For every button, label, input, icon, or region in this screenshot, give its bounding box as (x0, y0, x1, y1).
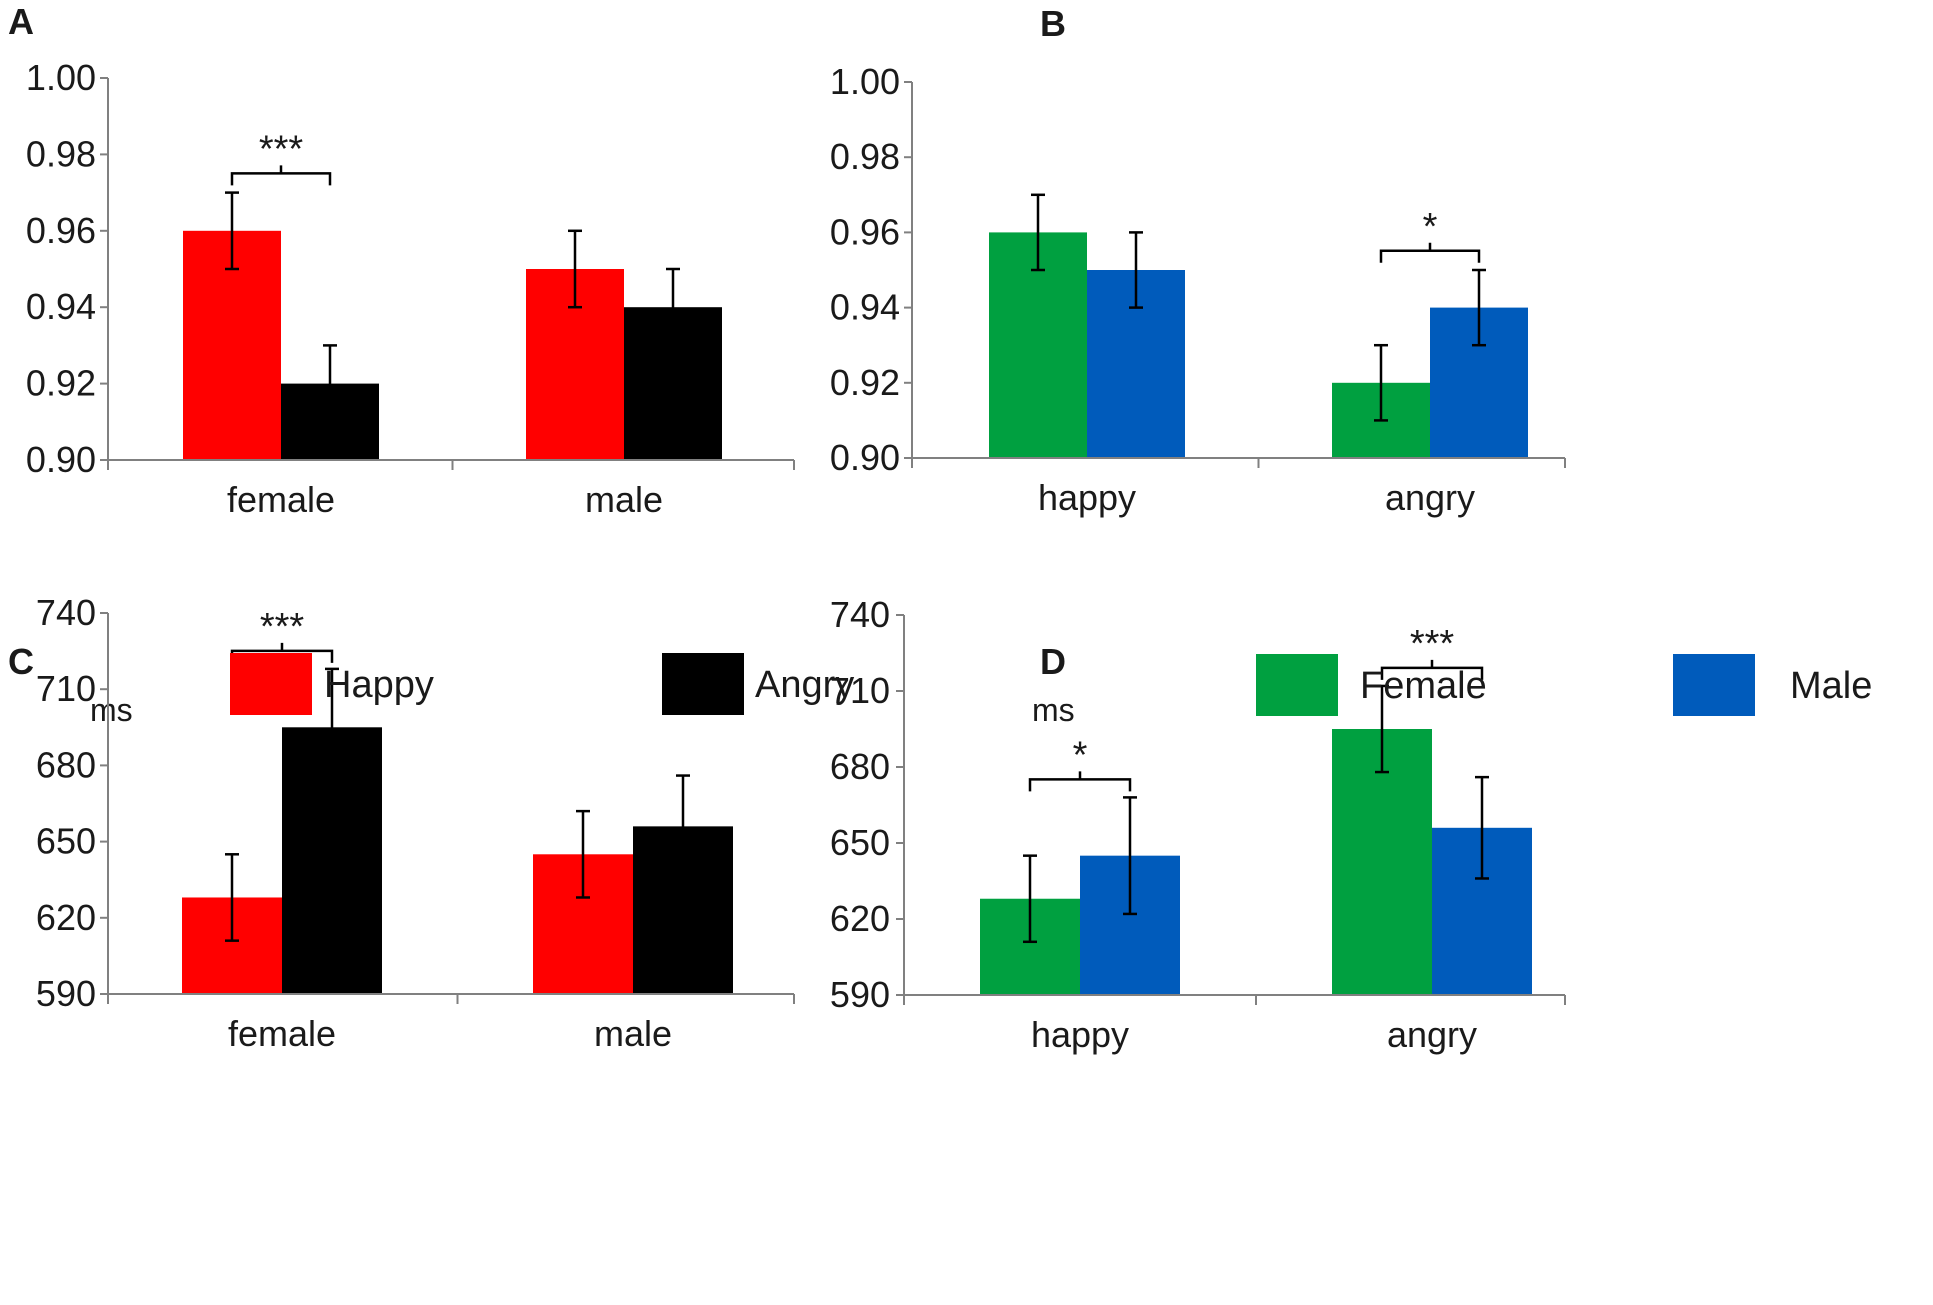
y-axis-unit-label: ms (90, 692, 133, 728)
y-tick-label: 0.96 (26, 210, 96, 251)
legend-1: Happy Angry (230, 653, 854, 715)
panel-label: D (1040, 641, 1066, 682)
y-tick-label: 740 (830, 594, 890, 635)
significance-stars: *** (259, 128, 304, 170)
y-tick-label: 710 (830, 670, 890, 711)
x-category-label: happy (1038, 477, 1136, 518)
y-tick-label: 0.90 (830, 437, 900, 478)
y-tick-label: 650 (36, 821, 96, 862)
x-category-label: male (594, 1013, 672, 1054)
panel-c: Cms 740 710 680 650 620 590 female male *** (8, 592, 795, 1054)
y-tick-label: 710 (36, 668, 96, 709)
significance-bracket (1380, 659, 1484, 680)
y-tick-label: 0.98 (26, 133, 96, 174)
x-category-label: angry (1385, 477, 1475, 518)
legend-label-happy: Happy (324, 664, 434, 706)
x-category-label: female (228, 1013, 336, 1054)
y-tick-label: 680 (830, 746, 890, 787)
significance-bracket (1028, 771, 1132, 792)
y-tick-label: 620 (830, 898, 890, 939)
significance-stars: *** (1410, 623, 1455, 665)
y-tick-label: 0.94 (830, 287, 900, 328)
significance-stars: *** (260, 606, 305, 648)
legend-label-male: Male (1790, 665, 1872, 707)
y-tick-label: 1.00 (26, 57, 96, 98)
panel-a: A 1.00 0.98 0.96 0.94 0.92 0.90 female male *** (8, 1, 795, 520)
y-tick-label: 740 (36, 592, 96, 633)
y-tick-label: 590 (36, 973, 96, 1014)
y-tick-label: 1.00 (830, 61, 900, 102)
x-category-label: angry (1387, 1014, 1477, 1055)
panel-label: B (1040, 3, 1066, 44)
panel-b: B 1.00 0.98 0.96 0.94 0.92 0.90 happy angry * (830, 3, 1566, 518)
x-category-label: happy (1031, 1014, 1129, 1055)
legend-label-angry: Angry (755, 664, 854, 706)
significance-bracket (1379, 242, 1481, 263)
significance-stars: * (1073, 734, 1088, 776)
y-tick-label: 590 (830, 974, 890, 1015)
y-axis-unit-label: ms (1032, 692, 1075, 728)
legend-swatch-angry (662, 653, 744, 715)
y-tick-label: 0.92 (26, 363, 96, 404)
legend-label-female: Female (1360, 665, 1487, 707)
legend-swatch-happy (230, 653, 312, 715)
legend-2: Female Male (1256, 654, 1872, 716)
bar-female-angry (1332, 729, 1432, 995)
y-tick-label: 0.90 (26, 439, 96, 480)
x-category-label: female (227, 479, 335, 520)
panel-label: C (8, 641, 34, 682)
legend-swatch-male (1673, 654, 1755, 716)
panel-label: A (8, 1, 34, 42)
y-tick-label: 620 (36, 897, 96, 938)
y-tick-label: 680 (36, 744, 96, 785)
y-tick-label: 0.92 (830, 362, 900, 403)
significance-stars: * (1423, 206, 1438, 248)
y-tick-label: 0.98 (830, 136, 900, 177)
x-category-label: male (585, 479, 663, 520)
y-tick-label: 650 (830, 822, 890, 863)
y-tick-label: 0.96 (830, 211, 900, 252)
significance-bracket (230, 165, 332, 186)
y-tick-label: 0.94 (26, 286, 96, 327)
legend-swatch-female (1256, 654, 1338, 716)
